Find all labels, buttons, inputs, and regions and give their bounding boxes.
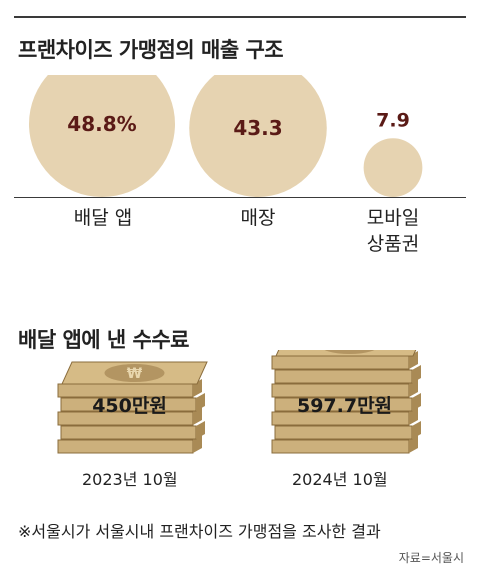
year-label-2023: 2023년 10월 — [82, 470, 178, 489]
category-label-delivery-app: 배달 앱 — [73, 207, 133, 229]
bubble-mobile-gift — [363, 138, 423, 197]
bill-edge — [412, 393, 421, 411]
money-stack-2024: ₩597.7만원 — [271, 350, 421, 454]
bubble-delivery-app — [29, 75, 175, 197]
bubble-chart: 48.8% 43.3 7.9 — [29, 75, 423, 197]
value-label-delivery-app: 48.8% — [67, 112, 136, 136]
bill — [60, 425, 197, 440]
bubble-store — [189, 75, 327, 197]
value-label-2024: 597.7만원 — [297, 395, 392, 417]
won-emblem — [324, 350, 375, 354]
value-label-store: 43.3 — [233, 116, 282, 140]
value-label-2023: 450만원 — [92, 395, 167, 417]
bill — [57, 439, 194, 454]
bill — [274, 425, 413, 440]
fee-stacks-chart: ₩450만원₩597.7만원 — [57, 350, 421, 454]
won-emblem — [104, 364, 165, 382]
bill-edge — [412, 421, 421, 439]
chart-title-fees: 배달 앱에 낸 수수료 — [18, 328, 190, 352]
year-label-2024: 2024년 10월 — [292, 470, 388, 489]
category-label-store: 매장 — [240, 207, 276, 229]
won-symbol: ₩ — [127, 366, 143, 382]
bill-edge — [412, 365, 421, 383]
bill — [271, 439, 410, 454]
chart-title-sales-structure: 프랜차이즈 가맹점의 매출 구조 — [18, 38, 284, 62]
footnote: ※서울시가 서울시내 프랜차이즈 가맹점을 조사한 결과 — [18, 522, 381, 541]
bill — [274, 369, 413, 384]
money-stack-2023: ₩450만원 — [57, 361, 208, 454]
top-rule — [14, 16, 466, 18]
bill-edge — [196, 393, 205, 411]
bill — [271, 355, 410, 370]
category-label-mobile-gift: 모바일 상품권 — [366, 207, 420, 255]
value-label-mobile-gift: 7.9 — [376, 109, 410, 131]
bubble-baseline — [14, 197, 466, 198]
source-credit: 자료=서울시 — [398, 551, 464, 565]
bill-edge — [196, 421, 205, 439]
won-symbol: ₩ — [342, 350, 358, 354]
